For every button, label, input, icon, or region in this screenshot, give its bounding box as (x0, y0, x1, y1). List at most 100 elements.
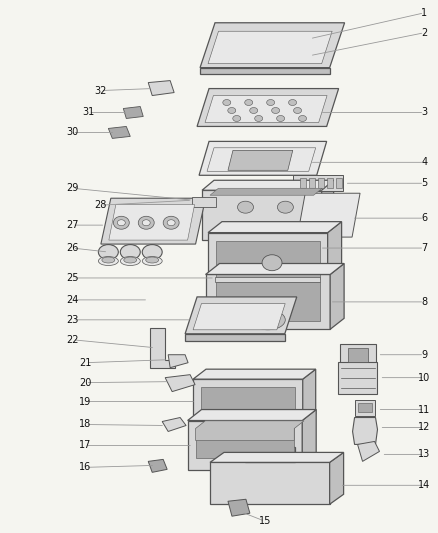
Ellipse shape (142, 245, 162, 260)
Ellipse shape (233, 116, 241, 122)
Ellipse shape (267, 100, 275, 106)
Polygon shape (148, 459, 167, 472)
Polygon shape (216, 240, 320, 279)
Bar (245, 447, 295, 462)
Text: 16: 16 (79, 462, 92, 472)
Text: 22: 22 (66, 335, 79, 345)
Ellipse shape (142, 256, 162, 265)
Text: 21: 21 (79, 358, 92, 368)
Text: 9: 9 (421, 350, 427, 360)
Ellipse shape (245, 100, 253, 106)
Text: 31: 31 (82, 108, 95, 117)
Ellipse shape (163, 216, 179, 229)
Text: 17: 17 (79, 440, 92, 450)
Ellipse shape (277, 201, 293, 213)
Ellipse shape (293, 108, 301, 114)
Bar (309, 178, 314, 188)
Ellipse shape (251, 310, 285, 330)
Polygon shape (150, 328, 175, 368)
Ellipse shape (102, 257, 115, 263)
Polygon shape (193, 379, 303, 424)
Text: 23: 23 (66, 315, 79, 325)
Bar (336, 178, 342, 188)
Text: 12: 12 (418, 423, 431, 432)
Text: 4: 4 (421, 157, 427, 167)
Text: 28: 28 (94, 200, 106, 210)
Polygon shape (202, 190, 321, 240)
Ellipse shape (138, 216, 154, 229)
Polygon shape (293, 175, 343, 191)
Text: 2: 2 (421, 28, 427, 38)
Text: 10: 10 (418, 373, 431, 383)
Polygon shape (199, 141, 327, 175)
Polygon shape (200, 68, 330, 74)
Polygon shape (124, 107, 143, 118)
Bar (318, 178, 324, 188)
Text: 15: 15 (259, 516, 271, 526)
Polygon shape (208, 232, 328, 287)
Polygon shape (302, 409, 316, 470)
Text: 19: 19 (79, 397, 92, 407)
Polygon shape (185, 297, 297, 334)
Text: 32: 32 (94, 86, 106, 95)
Polygon shape (207, 148, 316, 171)
Text: 8: 8 (421, 297, 427, 307)
Polygon shape (339, 344, 375, 366)
Text: 27: 27 (66, 220, 79, 230)
Text: 30: 30 (66, 127, 78, 138)
Polygon shape (162, 417, 186, 432)
Polygon shape (108, 126, 130, 139)
Text: 29: 29 (66, 183, 79, 193)
Polygon shape (338, 362, 378, 393)
Ellipse shape (120, 245, 140, 260)
Polygon shape (148, 80, 174, 95)
Polygon shape (197, 88, 339, 126)
Polygon shape (187, 421, 302, 470)
Polygon shape (196, 421, 304, 440)
Text: 13: 13 (418, 449, 431, 459)
Ellipse shape (99, 245, 118, 260)
Ellipse shape (120, 256, 140, 265)
Polygon shape (196, 429, 294, 458)
Bar (357, 402, 371, 411)
Bar (348, 348, 367, 362)
Ellipse shape (272, 108, 279, 114)
Polygon shape (193, 369, 316, 379)
Ellipse shape (289, 100, 297, 106)
Text: 5: 5 (421, 178, 427, 188)
Ellipse shape (167, 220, 175, 226)
Ellipse shape (113, 216, 129, 229)
Text: 7: 7 (421, 243, 427, 253)
Polygon shape (101, 198, 205, 244)
Polygon shape (202, 180, 334, 190)
Polygon shape (215, 277, 320, 282)
Text: 3: 3 (421, 108, 427, 117)
Text: 25: 25 (66, 273, 79, 283)
Ellipse shape (262, 255, 282, 271)
Polygon shape (210, 453, 343, 462)
Polygon shape (303, 369, 316, 424)
Text: 14: 14 (418, 480, 431, 490)
Polygon shape (205, 274, 330, 329)
Polygon shape (205, 95, 327, 123)
Polygon shape (185, 334, 285, 341)
Polygon shape (297, 193, 360, 237)
Polygon shape (210, 462, 330, 504)
Ellipse shape (223, 100, 231, 106)
Polygon shape (201, 387, 295, 416)
Polygon shape (187, 409, 316, 421)
Polygon shape (321, 180, 334, 240)
Ellipse shape (142, 220, 150, 226)
Polygon shape (228, 150, 293, 171)
Polygon shape (328, 222, 342, 287)
Ellipse shape (299, 116, 307, 122)
Polygon shape (330, 453, 343, 504)
Text: 6: 6 (421, 213, 427, 223)
Ellipse shape (117, 220, 125, 226)
Ellipse shape (237, 201, 254, 213)
Text: 24: 24 (66, 295, 79, 305)
Polygon shape (228, 499, 250, 516)
Polygon shape (208, 31, 332, 63)
Polygon shape (193, 304, 285, 330)
Polygon shape (215, 282, 320, 321)
